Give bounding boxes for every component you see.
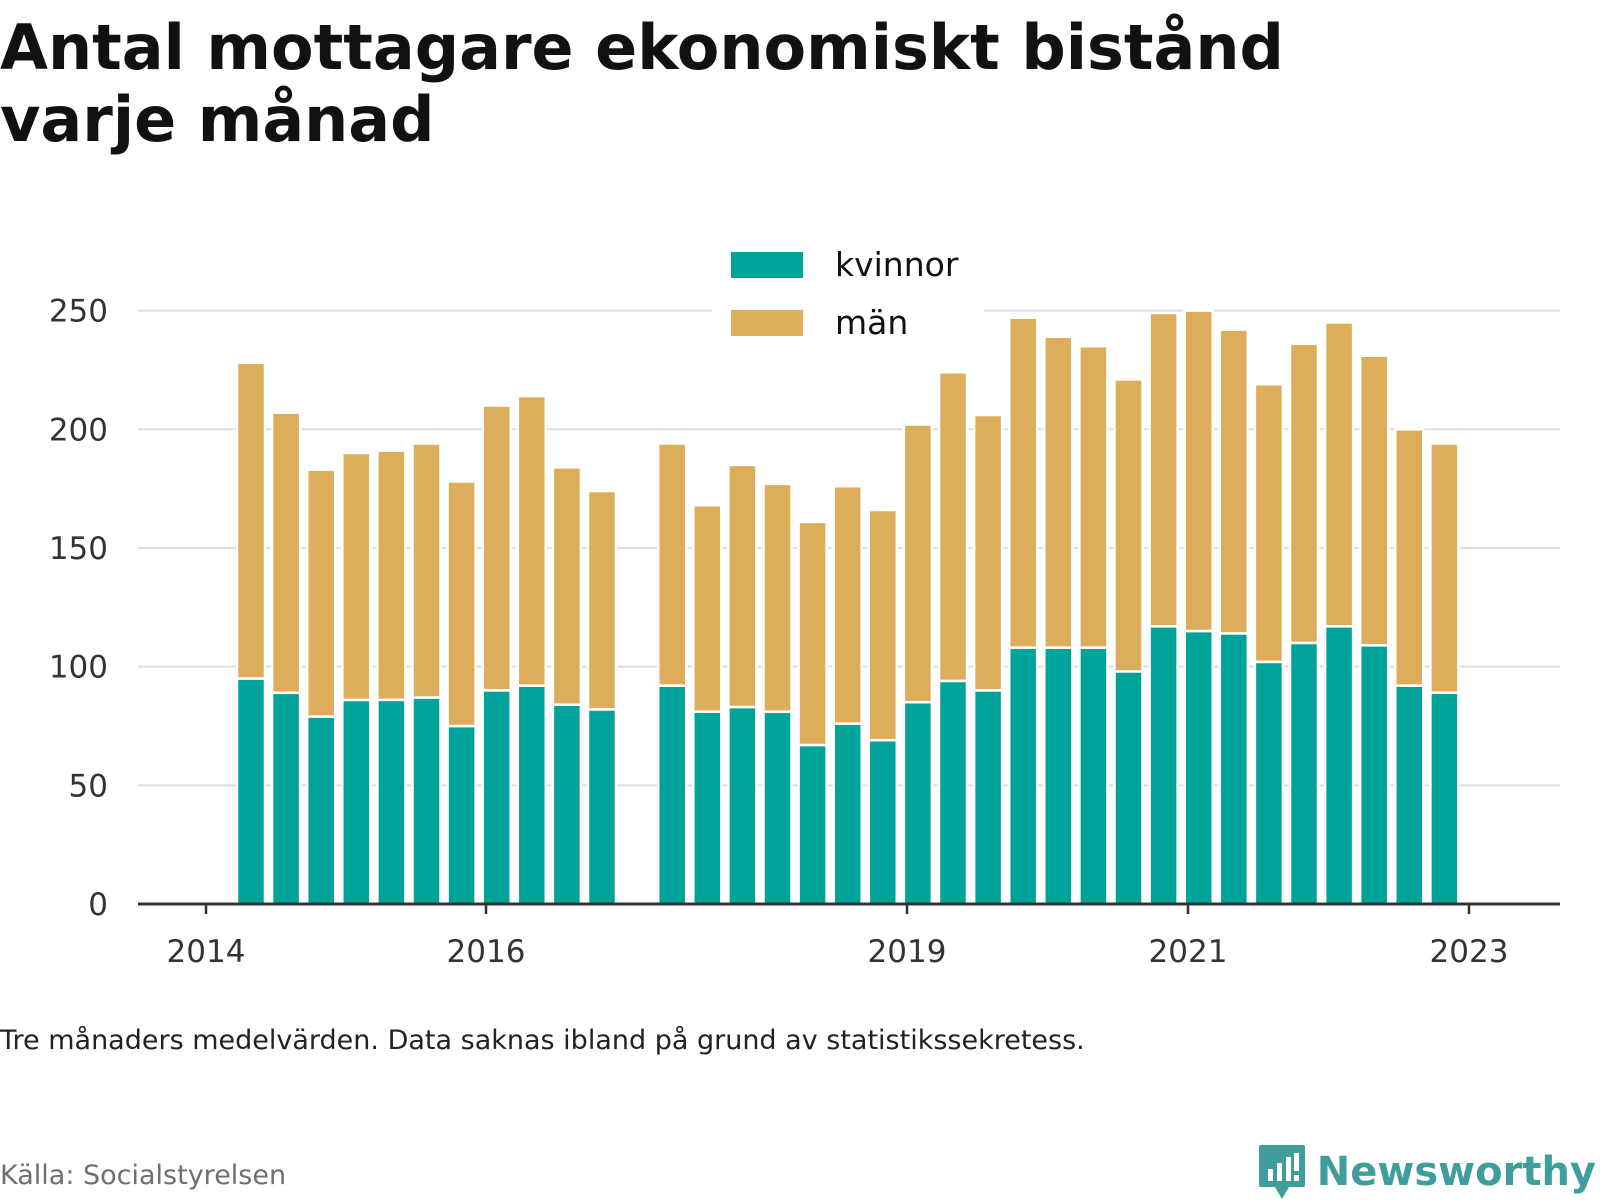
bar-chart-speech-bubble-icon [1258, 1145, 1305, 1199]
bar-man [1429, 442, 1460, 694]
bar-man [1288, 342, 1320, 645]
bar-kvinnor [1007, 646, 1039, 906]
bar-kvinnor [656, 684, 688, 906]
bar-kvinnor [235, 677, 267, 906]
bar-kvinnor [1394, 684, 1425, 906]
x-tick-label: 2019 [868, 934, 947, 970]
bar-man [341, 451, 372, 702]
bar-kvinnor [972, 689, 1004, 906]
bar-man [551, 466, 583, 706]
bar-man [411, 442, 442, 699]
bar-kvinnor [1113, 670, 1144, 906]
bar-man [937, 371, 969, 683]
bar-kvinnor [902, 700, 934, 906]
bar-man [1043, 335, 1074, 649]
brand-logo: Newsworthy [1257, 1142, 1596, 1202]
y-tick-label: 0 [88, 887, 108, 923]
bar-man [376, 449, 407, 702]
bar-man [727, 463, 758, 709]
bar-man [797, 520, 828, 747]
bar-kvinnor [270, 691, 302, 906]
bar-kvinnor [1043, 646, 1074, 906]
bar-kvinnor [1429, 691, 1460, 906]
bar-man [1323, 321, 1355, 628]
x-tick-label: 2021 [1149, 934, 1228, 970]
legend: kvinnor män [712, 244, 984, 356]
x-tick-label: 2014 [167, 934, 246, 970]
bar-kvinnor [1323, 625, 1355, 906]
bar-man [1113, 378, 1144, 673]
bar-man [692, 503, 723, 713]
bar-kvinnor [832, 722, 863, 906]
bar-man [1218, 328, 1250, 635]
bar-man [1007, 316, 1039, 649]
x-axis: 2014 2016 2019 2021 2023 [138, 902, 1560, 970]
y-tick-label: 250 [49, 294, 108, 330]
bar-kvinnor [305, 715, 337, 906]
bar-kvinnor [692, 710, 723, 906]
stacked-bar-chart: 0 50 100 150 200 250 2014 2016 2019 2021 2023 kvi… [49, 244, 1560, 970]
legend-swatch-man [731, 310, 803, 336]
bar-kvinnor [341, 698, 372, 906]
bar-man [1148, 311, 1179, 628]
bar-man [516, 394, 548, 687]
legend-swatch-kvinnor [731, 252, 803, 278]
bar-kvinnor [376, 698, 407, 906]
bar-man [1358, 354, 1390, 647]
bar-man [446, 480, 477, 728]
bar-kvinnor [937, 679, 969, 906]
bar-kvinnor [1288, 641, 1320, 906]
chart-title: Antal mottagare ekonomiskt bistånd varje… [0, 11, 1284, 156]
x-tick-label: 2023 [1430, 934, 1509, 970]
bar-man [656, 442, 688, 687]
bar-man [481, 404, 512, 692]
source-label: Källa: Socialstyrelsen [0, 1160, 287, 1191]
y-tick-label: 150 [49, 531, 108, 567]
bar-man [832, 484, 863, 725]
bar-kvinnor [727, 705, 758, 906]
chart-note: Tre månaders medelvärden. Data saknas ib… [0, 1025, 1085, 1056]
bar-man [1183, 309, 1214, 633]
bar-man [1394, 428, 1425, 687]
y-tick-label: 200 [49, 412, 108, 448]
legend-label-man: män [835, 303, 908, 342]
bar-kvinnor [551, 703, 583, 906]
bar-kvinnor [1253, 660, 1285, 906]
x-tick-label: 2016 [447, 934, 526, 970]
y-axis-tick-labels: 0 50 100 150 200 250 [49, 294, 108, 923]
y-tick-label: 50 [69, 768, 108, 804]
bar-kvinnor [797, 743, 828, 906]
y-tick-label: 100 [49, 650, 108, 686]
bar-man [762, 482, 793, 714]
bars [235, 309, 1460, 906]
bar-man [305, 468, 337, 718]
brand-name: Newsworthy [1316, 1149, 1596, 1195]
bar-kvinnor [762, 710, 793, 906]
bar-kvinnor [867, 738, 899, 906]
bar-man [586, 489, 618, 711]
bar-kvinnor [411, 696, 442, 906]
bar-man [972, 413, 1004, 692]
bar-man [1253, 382, 1285, 664]
bar-kvinnor [1218, 632, 1250, 906]
legend-label-kvinnor: kvinnor [835, 245, 959, 284]
bar-kvinnor [481, 689, 512, 906]
bar-kvinnor [586, 708, 618, 906]
bar-man [270, 411, 302, 695]
bar-kvinnor [446, 724, 477, 906]
bar-man [235, 361, 267, 680]
bar-man [1078, 344, 1109, 649]
bar-man [867, 508, 899, 742]
bar-kvinnor [1078, 646, 1109, 906]
bar-man [902, 423, 934, 704]
bar-kvinnor [1148, 625, 1179, 906]
bar-kvinnor [1358, 644, 1390, 906]
bar-kvinnor [1183, 629, 1214, 906]
bar-kvinnor [516, 684, 548, 906]
